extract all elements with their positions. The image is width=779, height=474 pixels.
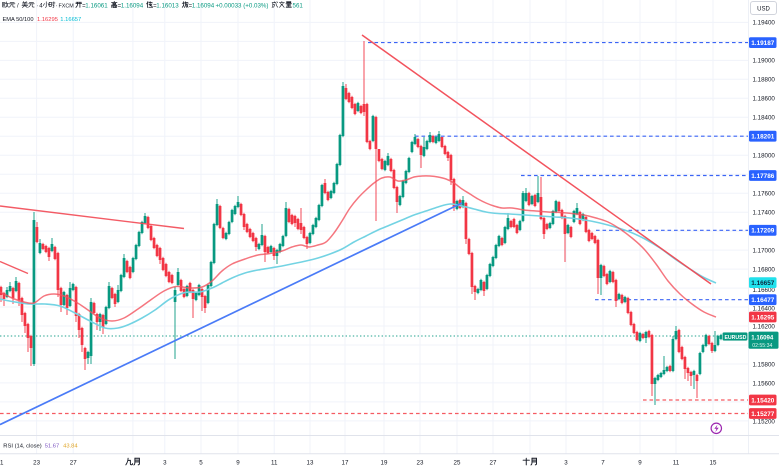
svg-text:51.67: 51.67 <box>45 443 60 449</box>
svg-text:1.15800: 1.15800 <box>753 361 776 368</box>
svg-text:1.16013: 1.16013 <box>156 3 179 10</box>
svg-text:27: 27 <box>70 459 77 466</box>
svg-text:RSI (14, close): RSI (14, close) <box>3 443 41 449</box>
svg-text:561: 561 <box>293 3 304 10</box>
svg-text:1.16094: 1.16094 <box>121 3 144 10</box>
svg-text:1.17600: 1.17600 <box>753 191 776 198</box>
svg-text:02:55:34: 02:55:34 <box>752 343 772 349</box>
svg-text:5: 5 <box>199 459 203 466</box>
svg-text:13: 13 <box>307 459 314 466</box>
svg-text:1.15420: 1.15420 <box>751 397 775 404</box>
svg-text:9: 9 <box>638 459 642 466</box>
svg-text:1.16477: 1.16477 <box>751 297 775 304</box>
svg-text:1.19000: 1.19000 <box>753 58 776 65</box>
svg-text:1.19187: 1.19187 <box>751 40 775 47</box>
svg-text:FXCM: FXCM <box>59 4 75 10</box>
svg-text:11: 11 <box>271 459 278 466</box>
svg-text:1.17786: 1.17786 <box>751 173 775 180</box>
svg-text:1.16094: 1.16094 <box>751 334 774 341</box>
svg-text:7: 7 <box>601 459 605 466</box>
svg-text:23: 23 <box>417 459 424 466</box>
svg-text:EURUSD: EURUSD <box>724 335 746 341</box>
svg-text:1.16094: 1.16094 <box>192 3 215 10</box>
svg-text:4: 4 <box>39 3 43 10</box>
svg-text:1.16061: 1.16061 <box>85 3 108 10</box>
svg-text:+0.00033 (+0.03%): +0.00033 (+0.03%) <box>216 3 269 10</box>
svg-text:15: 15 <box>710 459 717 466</box>
svg-text:1.16295: 1.16295 <box>37 17 58 23</box>
svg-text:1.18600: 1.18600 <box>753 96 776 103</box>
svg-text:1.15200: 1.15200 <box>753 418 776 425</box>
svg-text:1.18800: 1.18800 <box>753 77 776 84</box>
svg-text:43.84: 43.84 <box>63 443 78 449</box>
svg-text:1.15600: 1.15600 <box>753 380 776 387</box>
svg-text:1.18201: 1.18201 <box>751 134 775 141</box>
svg-text:21: 21 <box>0 459 4 466</box>
svg-text:1.16657: 1.16657 <box>751 280 775 287</box>
svg-text:3: 3 <box>564 459 568 466</box>
svg-text:1.17000: 1.17000 <box>753 247 776 254</box>
svg-text:1.17400: 1.17400 <box>753 210 776 217</box>
svg-text:27: 27 <box>490 459 497 466</box>
svg-text:1.16400: 1.16400 <box>753 306 776 313</box>
svg-text:11: 11 <box>673 459 680 466</box>
svg-text:9: 9 <box>236 459 240 466</box>
svg-text:EMA 50/100: EMA 50/100 <box>3 17 34 23</box>
svg-text:1.16295: 1.16295 <box>751 314 775 321</box>
svg-text:1.18000: 1.18000 <box>753 153 776 160</box>
svg-text:1.16657: 1.16657 <box>60 17 81 23</box>
svg-text:1.16200: 1.16200 <box>753 323 776 330</box>
svg-text:USD: USD <box>757 6 770 12</box>
svg-text:17: 17 <box>342 459 349 466</box>
svg-text:23: 23 <box>33 459 40 466</box>
svg-text:1.18400: 1.18400 <box>753 115 776 122</box>
svg-text:1.15277: 1.15277 <box>751 411 775 418</box>
svg-text:1.19400: 1.19400 <box>753 20 776 27</box>
svg-text:1.17209: 1.17209 <box>751 228 775 235</box>
svg-text:·: · <box>56 4 58 10</box>
svg-text:19: 19 <box>381 459 388 466</box>
svg-text:3: 3 <box>163 459 167 466</box>
svg-text:1.16800: 1.16800 <box>753 266 776 273</box>
svg-text:25: 25 <box>454 459 461 466</box>
